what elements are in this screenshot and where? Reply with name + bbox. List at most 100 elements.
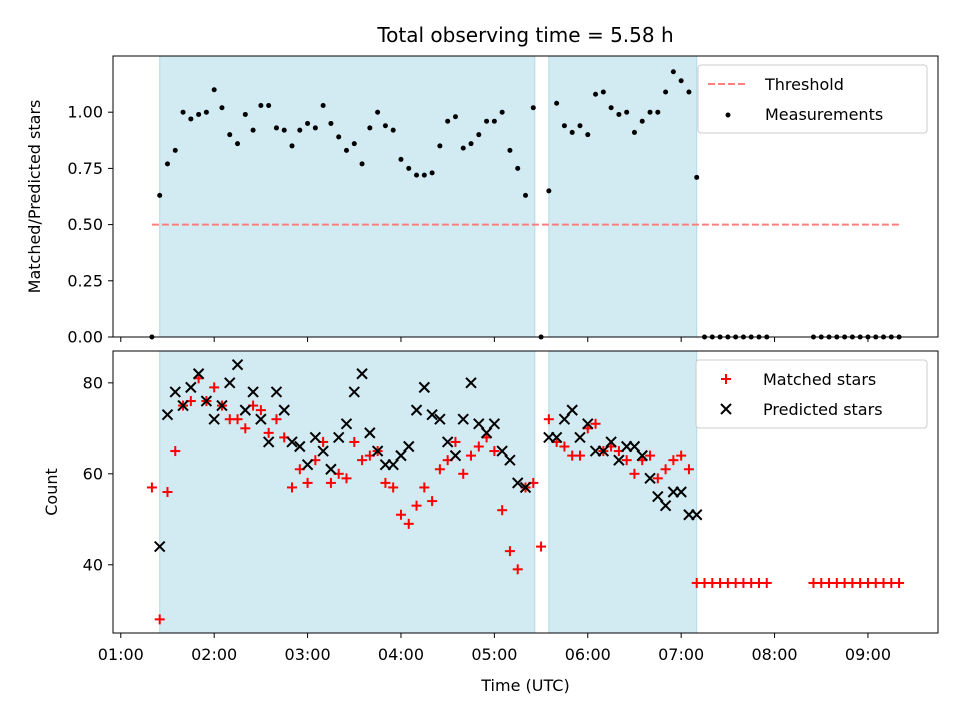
bottom-y-tick-label: 40	[83, 555, 103, 574]
predicted-star-point	[488, 418, 501, 430]
matched-star-point	[761, 577, 772, 588]
bottom-legend-box	[695, 359, 928, 429]
measurement-point	[460, 145, 466, 151]
predicted-star-point	[247, 386, 259, 398]
measurement-point	[445, 118, 451, 124]
matched-star-point	[349, 436, 360, 447]
matched-star-point	[466, 450, 477, 461]
bottom-x-tick-label: 06:00	[565, 645, 611, 664]
matched-star-point	[473, 441, 484, 452]
predicted-star-point	[216, 399, 228, 412]
measurement-point	[188, 116, 194, 122]
measurement-point	[242, 111, 248, 117]
predicted-star-point	[418, 381, 431, 394]
bottom-x-tick-label: 05:00	[471, 645, 517, 664]
measurement-point	[593, 91, 599, 97]
predicted-star-point	[558, 413, 571, 425]
measurement-point	[499, 109, 505, 115]
legend-threshold-label: Threshold	[764, 75, 844, 94]
measurement-point	[343, 147, 349, 153]
predicted-star-point	[512, 477, 524, 489]
measurement-point	[273, 125, 279, 131]
measurement-point	[484, 118, 490, 124]
predicted-star-point	[317, 445, 329, 457]
matched-star-point	[574, 450, 585, 461]
predicted-star-point	[574, 431, 586, 444]
measurement-point	[266, 102, 272, 108]
predicted-star-point	[262, 436, 275, 448]
matched-star-point	[411, 500, 422, 511]
predicted-star-point	[504, 454, 516, 466]
matched-star-point	[590, 418, 601, 429]
predicted-star-point	[177, 399, 189, 412]
measurement-point	[289, 143, 295, 149]
measurement-point	[367, 125, 373, 131]
measurement-point	[390, 127, 396, 133]
predicted-star-point	[652, 490, 664, 503]
matched-star-point	[894, 577, 905, 588]
matched-star-point	[621, 455, 632, 466]
measurement-point	[227, 132, 233, 138]
legend-measurements-swatch	[725, 112, 731, 118]
top-shade-1	[548, 55, 698, 338]
predicted-star-point	[519, 481, 532, 494]
matched-star-point	[154, 614, 165, 625]
measurement-point	[281, 127, 287, 133]
measurement-point	[546, 188, 552, 194]
measurement-point	[336, 134, 342, 140]
matched-star-point	[504, 546, 515, 557]
measurement-point	[320, 102, 326, 108]
measurement-point	[686, 89, 692, 95]
matched-star-point	[543, 414, 554, 425]
matched-star-point	[395, 509, 406, 520]
measurement-point	[523, 192, 528, 198]
measurement-point	[515, 165, 521, 171]
matched-star-point	[240, 423, 251, 434]
measurement-point	[655, 109, 661, 115]
measurement-point	[694, 174, 700, 180]
matched-star-point	[660, 464, 671, 475]
predicted-star-point	[224, 377, 236, 389]
predicted-star-point	[605, 436, 617, 448]
matched-star-point	[683, 464, 694, 475]
measurement-point	[421, 172, 427, 178]
bottom-x-tick-label: 03:00	[285, 645, 331, 664]
legend-predicted-label: Predicted stars	[763, 400, 883, 419]
measurement-point	[382, 123, 388, 129]
measurement-point	[507, 147, 513, 153]
bottom-x-tick-label: 02:00	[191, 645, 237, 664]
top-panel: 0.00 0.25 0.50 0.75 1.00 Total observing tim…	[25, 23, 939, 347]
measurement-point	[235, 141, 241, 147]
matched-star-point	[403, 518, 414, 529]
bottom-y-axis-label: Count	[42, 468, 61, 516]
predicted-star-point	[208, 413, 220, 425]
chart-title: Total observing time = 5.58 h	[376, 23, 673, 47]
measurement-point	[476, 132, 482, 138]
top-x-axis	[120, 337, 869, 342]
predicted-star-point	[301, 459, 314, 471]
matched-star-point	[668, 455, 679, 466]
matched-star-point	[629, 468, 640, 479]
matched-star-point	[357, 455, 368, 466]
measurement-point	[639, 118, 645, 124]
measurement-point	[616, 111, 622, 117]
measurement-point	[530, 105, 536, 111]
top-y-tick-label: 0.00	[67, 328, 103, 347]
bottom-x-tick-label: 01:00	[98, 645, 144, 664]
predicted-star-point	[426, 408, 438, 421]
predicted-star-point	[613, 454, 625, 466]
top-y-axis: 0.00 0.25 0.50 0.75 1.00	[67, 103, 113, 347]
matched-star-point	[162, 487, 173, 497]
predicted-star-point	[309, 431, 322, 444]
predicted-star-point	[356, 368, 368, 380]
predicted-star-point	[340, 418, 353, 430]
matched-star-point	[263, 427, 274, 438]
measurement-point	[359, 161, 365, 167]
legend-cross-marker	[720, 403, 732, 415]
matched-star-point	[652, 473, 663, 484]
bottom-legend: Matched stars Predicted stars	[695, 359, 928, 429]
measurement-point	[375, 109, 381, 115]
measurement-point	[164, 161, 170, 167]
measurement-point	[678, 78, 684, 84]
